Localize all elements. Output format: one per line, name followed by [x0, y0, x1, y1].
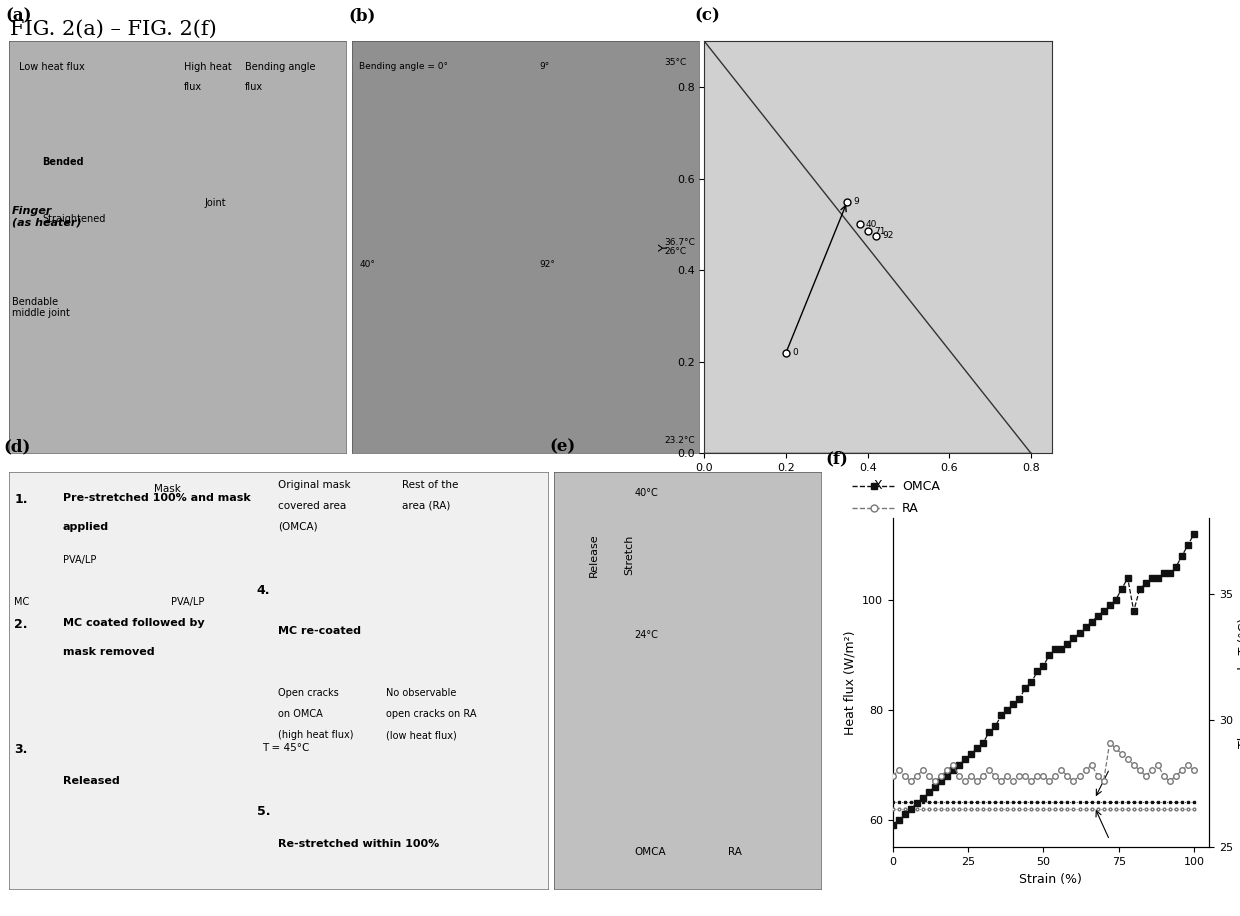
Text: (e): (e): [549, 438, 575, 455]
Text: 1.: 1.: [14, 493, 27, 506]
Text: (b): (b): [348, 7, 376, 25]
Text: (d): (d): [4, 438, 31, 455]
Text: area (RA): area (RA): [403, 501, 451, 511]
Text: Low heat flux: Low heat flux: [19, 62, 84, 71]
Text: flux: flux: [244, 82, 263, 93]
Text: Bended: Bended: [42, 157, 84, 167]
Text: 92°: 92°: [539, 260, 556, 268]
Text: 40°C: 40°C: [634, 488, 658, 498]
Text: Pre-stretched 100% and mask: Pre-stretched 100% and mask: [63, 493, 250, 503]
Text: 26°C: 26°C: [665, 247, 687, 256]
Text: 9°: 9°: [539, 62, 549, 71]
Text: PVA/LP: PVA/LP: [171, 597, 203, 606]
Polygon shape: [704, 41, 1032, 453]
Text: mask removed: mask removed: [63, 647, 154, 657]
Text: Joint: Joint: [205, 198, 226, 208]
Text: Rest of the: Rest of the: [403, 480, 459, 490]
Text: 2.: 2.: [14, 617, 27, 630]
Y-axis label: Thermocouple T (°C): Thermocouple T (°C): [1239, 617, 1240, 747]
Text: PVA/LP: PVA/LP: [63, 555, 95, 565]
Text: 40°: 40°: [360, 260, 374, 268]
Text: MC: MC: [14, 597, 30, 606]
Text: Straightened: Straightened: [42, 214, 105, 224]
Text: Original mask: Original mask: [279, 480, 351, 490]
Text: 92: 92: [882, 232, 893, 240]
Text: flux: flux: [184, 82, 202, 93]
Text: Released: Released: [63, 776, 119, 786]
Text: MC coated followed by: MC coated followed by: [63, 617, 205, 627]
Text: Bendable
middle joint: Bendable middle joint: [12, 297, 69, 319]
Text: 23.2°C: 23.2°C: [665, 436, 696, 445]
Text: Bending angle: Bending angle: [244, 62, 315, 71]
Text: High heat: High heat: [184, 62, 232, 71]
Text: covered area: covered area: [279, 501, 347, 511]
Text: (high heat flux): (high heat flux): [279, 730, 353, 740]
Text: 4.: 4.: [257, 584, 270, 597]
Legend: OMCA, RA: OMCA, RA: [847, 475, 945, 520]
Polygon shape: [704, 41, 1032, 453]
Text: RA: RA: [728, 846, 742, 856]
Text: 40: 40: [866, 220, 877, 229]
Text: Open cracks: Open cracks: [279, 689, 339, 699]
Text: applied: applied: [63, 522, 109, 532]
Text: (f): (f): [826, 450, 848, 467]
X-axis label: X: X: [874, 479, 882, 492]
Y-axis label: Heat flux (W/m²): Heat flux (W/m²): [843, 630, 857, 735]
X-axis label: Strain (%): Strain (%): [1019, 873, 1083, 886]
Text: MC re-coated: MC re-coated: [279, 626, 361, 636]
Text: Release: Release: [589, 533, 599, 577]
Text: Bending angle = 0°: Bending angle = 0°: [360, 62, 448, 71]
Text: Finger
(as heater): Finger (as heater): [12, 206, 82, 228]
Polygon shape: [704, 41, 1032, 453]
Text: 24°C: 24°C: [634, 630, 658, 640]
Text: (OMCA): (OMCA): [279, 522, 317, 532]
Text: T = 45°C: T = 45°C: [262, 743, 310, 753]
Text: 71: 71: [874, 227, 885, 235]
Text: FIG. 2(a) – FIG. 2(f): FIG. 2(a) – FIG. 2(f): [10, 20, 217, 39]
Text: 9: 9: [853, 197, 859, 206]
Text: open cracks on RA: open cracks on RA: [387, 709, 476, 719]
Text: 36.7°C: 36.7°C: [665, 238, 696, 247]
Text: 35°C: 35°C: [665, 58, 687, 67]
Text: Re-stretched within 100%: Re-stretched within 100%: [279, 838, 440, 848]
Text: Mask: Mask: [154, 485, 181, 495]
Text: on OMCA: on OMCA: [279, 709, 324, 719]
Text: 5.: 5.: [257, 805, 270, 818]
Text: 3.: 3.: [14, 743, 27, 756]
Text: (low heat flux): (low heat flux): [387, 730, 458, 740]
Text: 0: 0: [792, 348, 797, 357]
Y-axis label: Y: Y: [658, 244, 671, 251]
Text: (a): (a): [5, 7, 32, 25]
Text: (c): (c): [694, 7, 719, 25]
Text: OMCA: OMCA: [634, 846, 666, 856]
Text: No observable: No observable: [387, 689, 456, 699]
Text: Stretch: Stretch: [624, 535, 634, 575]
